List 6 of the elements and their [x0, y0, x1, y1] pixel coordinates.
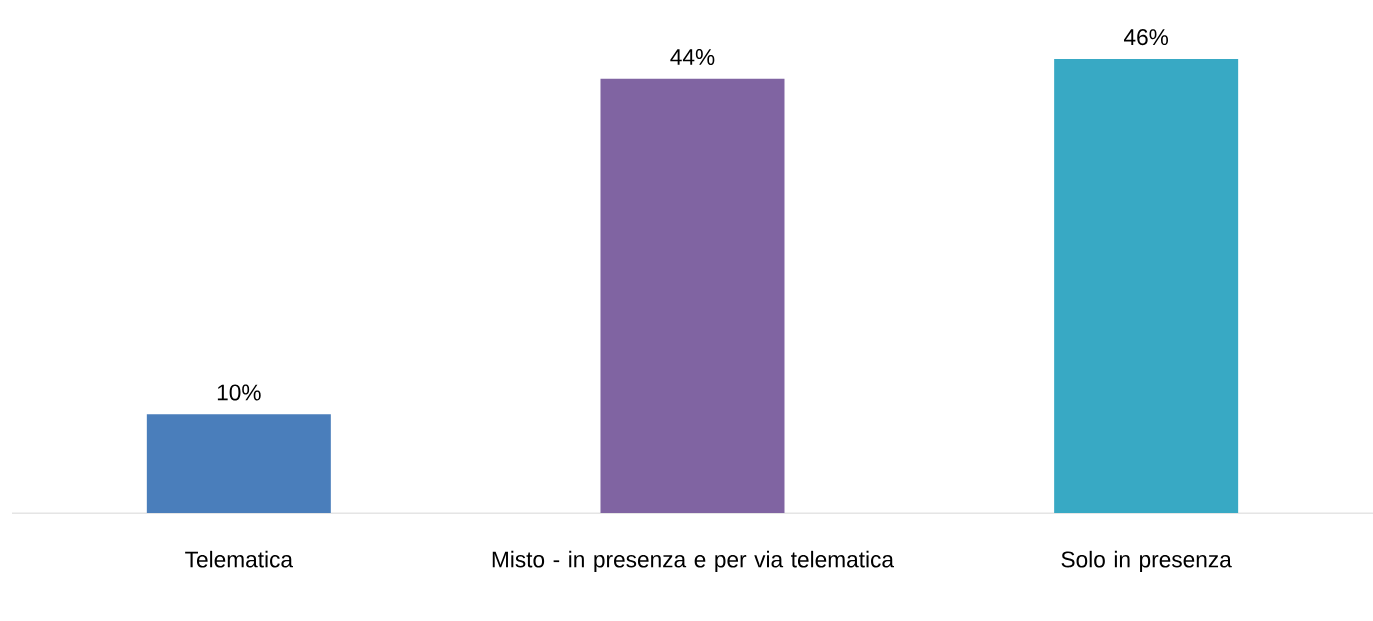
x-tick-label: Solo in presenza — [1061, 550, 1232, 572]
data-label: 46% — [1123, 29, 1169, 46]
x-tick-label: Telematica — [185, 550, 294, 568]
data-label: 44% — [670, 49, 715, 65]
data-label: 10% — [217, 384, 261, 401]
x-tick-label: Misto - in presenza e per via telematica — [492, 550, 894, 572]
